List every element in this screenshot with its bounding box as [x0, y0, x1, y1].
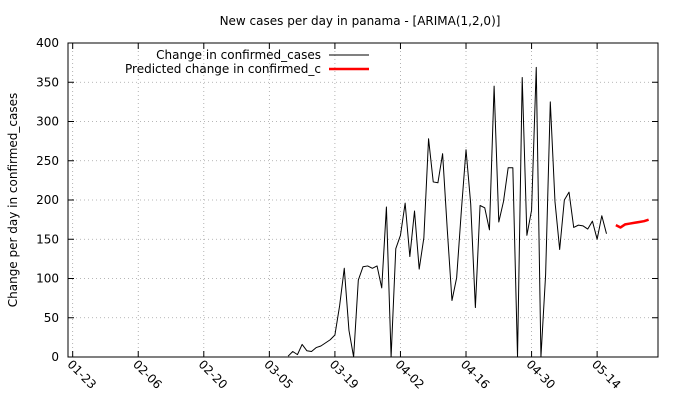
predicted-line: [615, 218, 650, 229]
y-tick-label: 200: [36, 193, 59, 207]
chart-title: New cases per day in panama - [ARIMA(1,2…: [220, 14, 501, 28]
y-tick-label: 100: [36, 272, 59, 286]
legend-label-actual: Change in confirmed_cases: [156, 48, 321, 62]
y-axis: 0 50 100 150 200 250 300 350 400: [36, 36, 658, 364]
y-tick-label: 50: [44, 311, 59, 325]
y-tick-label: 0: [51, 350, 59, 364]
x-axis: 01-23 02-06 02-20 03-05 03-19 04-02 04-16 04-30…: [65, 43, 624, 392]
x-tick-label: 04-30: [523, 357, 558, 392]
plot-lines: [287, 66, 650, 358]
x-tick-label: 01-23: [65, 357, 100, 392]
x-tick-label: 02-06: [130, 357, 165, 392]
x-tick-label: 04-02: [392, 357, 427, 392]
actual-cases-line: [287, 66, 607, 358]
y-tick-label: 300: [36, 115, 59, 129]
x-tick-label: 04-16: [458, 357, 493, 392]
y-tick-label: 350: [36, 75, 59, 89]
x-tick-label: 02-20: [196, 357, 231, 392]
y-tick-label: 400: [36, 36, 59, 50]
y-axis-label: Change per day in confirmed_cases: [6, 93, 20, 308]
x-tick-label: 03-05: [261, 357, 296, 392]
x-tick-label: 05-14: [589, 357, 624, 392]
plot-frame: [67, 42, 659, 358]
legend-label-predicted: Predicted change in confirmed_c: [125, 62, 321, 76]
y-tick-label: 150: [36, 232, 59, 246]
grid: [68, 42, 658, 358]
x-tick-label: 03-19: [327, 357, 362, 392]
y-tick-label: 250: [36, 154, 59, 168]
